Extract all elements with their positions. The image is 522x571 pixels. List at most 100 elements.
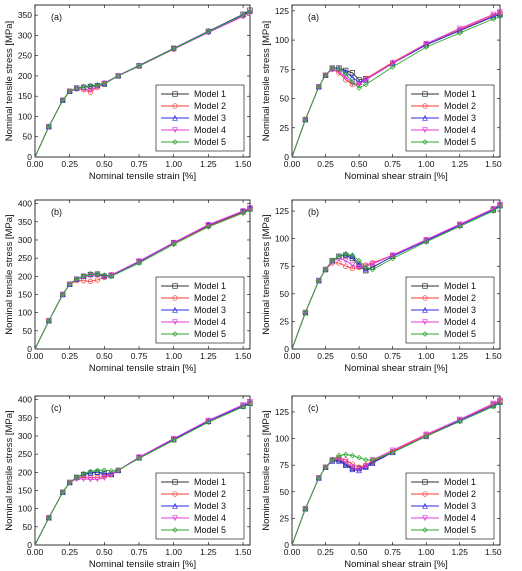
- data-point: [389, 252, 396, 259]
- legend-entry: Model 3: [444, 501, 476, 511]
- x-axis-label: Nominal tensile strain [%]: [89, 559, 196, 570]
- x-tick-label: 0.50: [351, 159, 368, 169]
- x-tick-label: 0.75: [384, 547, 401, 557]
- legend-entry: Model 3: [444, 113, 476, 123]
- data-point: [136, 260, 142, 267]
- data-point: [497, 203, 503, 210]
- y-axis-label: Nominal tensile stress [MPa]: [4, 21, 15, 141]
- y-tick-label: 150: [18, 289, 32, 299]
- data-point: [369, 261, 376, 268]
- legend: Model 1 Model 2 Model 3 Model 4 Model 5: [405, 84, 495, 152]
- y-tick-label: 0: [284, 344, 289, 354]
- legend-marker: [422, 103, 428, 109]
- x-tick-label: 0.00: [27, 159, 44, 169]
- data-point: [80, 84, 87, 91]
- data-point: [136, 455, 142, 462]
- y-tick-label: 250: [18, 51, 32, 61]
- data-point: [170, 437, 177, 444]
- data-point: [356, 81, 362, 88]
- x-tick-label: 1.50: [235, 351, 252, 361]
- data-point: [302, 116, 309, 123]
- y-tick-label: 300: [18, 30, 32, 40]
- data-point: [389, 64, 396, 70]
- x-tick-label: 0.50: [351, 351, 368, 361]
- data-point: [342, 71, 349, 77]
- legend-entry: Model 4: [444, 125, 476, 135]
- legend-entry: Model 2: [194, 489, 226, 499]
- x-tick-label: 0.00: [27, 547, 44, 557]
- legend-marker: [422, 491, 428, 497]
- data-point: [94, 82, 101, 89]
- legend-entry: Model 4: [194, 513, 226, 523]
- data-point: [322, 72, 329, 78]
- data-point: [389, 449, 396, 456]
- data-point: [343, 263, 349, 269]
- y-tick-label: 100: [18, 308, 32, 318]
- y-axis-label: Nominal tensile stress [MPa]: [4, 410, 15, 530]
- legend-entry: Model 4: [194, 317, 226, 327]
- legend-marker: [172, 127, 178, 134]
- legend-marker: [172, 331, 178, 337]
- data-point: [108, 273, 115, 280]
- legend-marker: [422, 479, 428, 485]
- data-point: [363, 457, 369, 463]
- panel-label: (c): [308, 403, 319, 413]
- legend-marker: [172, 515, 178, 522]
- data-point: [456, 416, 463, 423]
- data-point: [423, 431, 430, 438]
- x-tick-label: 0.25: [61, 159, 78, 169]
- x-tick-label: 0.75: [131, 547, 148, 557]
- y-axis-label: Nominal tensile stress [MPa]: [261, 410, 272, 530]
- data-point: [108, 468, 115, 474]
- data-point: [329, 257, 336, 264]
- legend-entry: Model 2: [444, 293, 476, 303]
- data-point: [342, 74, 349, 81]
- data-point: [349, 466, 356, 473]
- y-tick-label: 400: [18, 199, 32, 209]
- legend-marker: [422, 306, 428, 313]
- x-tick-label: 0.50: [96, 547, 113, 557]
- data-point: [389, 255, 396, 262]
- data-point: [362, 266, 369, 273]
- data-point: [205, 224, 212, 230]
- data-point: [336, 457, 342, 464]
- x-tick-label: 1.00: [165, 547, 182, 557]
- y-tick-label: 125: [275, 407, 289, 417]
- x-tick-label: 0.25: [317, 351, 334, 361]
- x-tick-label: 0.75: [384, 351, 401, 361]
- data-point: [240, 12, 246, 18]
- y-tick-label: 75: [280, 261, 290, 271]
- data-point: [329, 457, 336, 463]
- y-tick-label: 75: [280, 460, 290, 470]
- data-point: [170, 239, 177, 246]
- data-point: [247, 401, 253, 407]
- x-tick-label: 0.25: [61, 351, 78, 361]
- data-point: [205, 28, 212, 35]
- chart-panel: 0.00 0.25 0.50 0.75 1.00 1.25 1.50 0 50 100 150 200…: [4, 199, 253, 374]
- data-point: [349, 252, 356, 258]
- x-tick-label: 0.00: [284, 547, 301, 557]
- x-tick-label: 1.00: [165, 351, 182, 361]
- data-point: [329, 65, 336, 71]
- legend-marker: [172, 139, 178, 145]
- data-point: [490, 208, 497, 214]
- data-point: [490, 11, 497, 18]
- y-tick-label: 50: [23, 522, 33, 532]
- data-point: [342, 462, 349, 468]
- y-tick-label: 125: [275, 6, 289, 16]
- y-tick-label: 25: [280, 513, 290, 523]
- x-tick-label: 1.00: [418, 159, 435, 169]
- legend-entry: Model 1: [444, 281, 476, 291]
- data-point: [94, 467, 101, 474]
- data-point: [349, 464, 356, 471]
- legend-entry: Model 1: [194, 281, 226, 291]
- legend-marker: [172, 114, 178, 121]
- legend-entry: Model 3: [194, 501, 226, 511]
- data-point: [497, 201, 503, 208]
- chart-panel: 0.00 0.25 0.50 0.75 1.00 1.25 1.50 0 25 50 75 100 12…: [261, 199, 503, 374]
- legend-entry: Model 4: [444, 513, 476, 523]
- x-tick-label: 0.75: [131, 159, 148, 169]
- data-point: [356, 257, 362, 264]
- x-axis-label: Nominal tensile strain [%]: [89, 363, 196, 374]
- legend-entry: Model 4: [444, 317, 476, 327]
